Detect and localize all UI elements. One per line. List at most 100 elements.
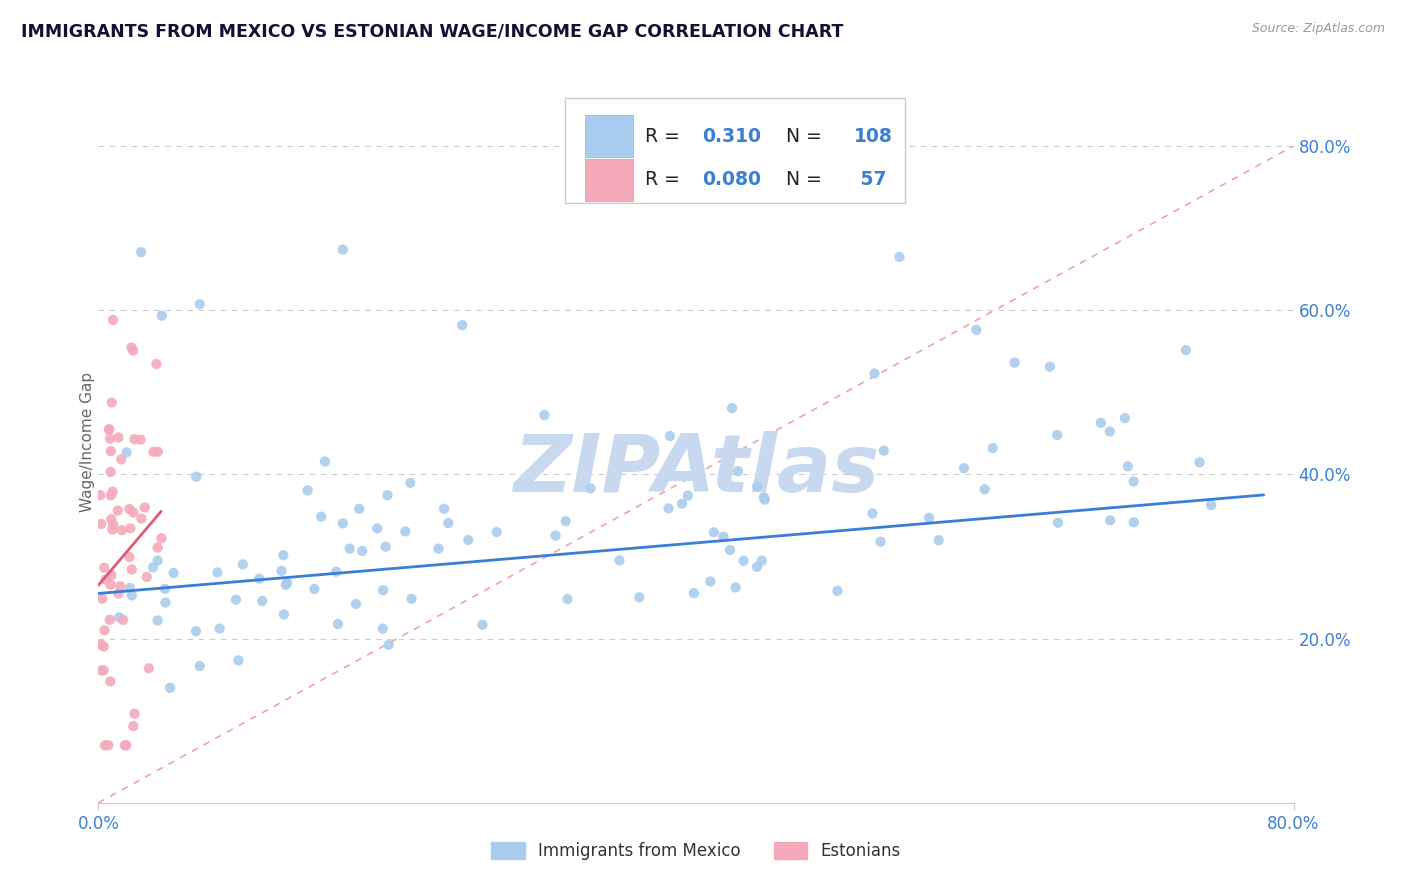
Point: [752, 490, 775, 504]
Point: [1090, 416, 1112, 430]
Point: [699, 574, 721, 589]
Point: [153, 582, 176, 596]
Point: [718, 543, 741, 558]
Point: [457, 533, 479, 547]
Point: [118, 502, 141, 516]
Point: [332, 243, 354, 257]
Point: [118, 581, 141, 595]
Point: [373, 583, 395, 598]
Text: Source: ZipAtlas.com: Source: ZipAtlas.com: [1251, 22, 1385, 36]
Text: 108: 108: [853, 127, 893, 145]
Point: [873, 443, 896, 458]
Point: [347, 501, 370, 516]
Point: [90, 516, 112, 531]
Point: [973, 483, 995, 497]
Point: [90, 638, 112, 652]
Point: [100, 488, 122, 502]
Point: [155, 595, 177, 609]
Point: [314, 454, 336, 468]
Point: [94, 573, 117, 587]
Point: [93, 640, 115, 654]
Point: [676, 489, 699, 503]
Point: [101, 523, 124, 537]
Point: [232, 558, 254, 572]
Point: [733, 554, 755, 568]
Point: [1122, 475, 1144, 489]
Point: [371, 622, 394, 636]
Point: [747, 479, 769, 493]
Point: [146, 614, 169, 628]
Point: [965, 323, 987, 337]
Point: [101, 484, 124, 499]
Point: [271, 548, 294, 562]
Point: [112, 613, 135, 627]
Point: [124, 706, 146, 721]
Point: [103, 517, 125, 532]
Point: [98, 422, 121, 436]
Point: [225, 592, 247, 607]
Point: [366, 521, 388, 535]
Point: [110, 452, 132, 467]
Point: [134, 500, 156, 515]
Point: [184, 624, 207, 639]
Point: [1122, 515, 1144, 529]
Point: [889, 250, 911, 264]
Point: [1188, 455, 1211, 469]
Point: [352, 544, 374, 558]
Point: [953, 461, 976, 475]
Point: [91, 591, 114, 606]
Point: [918, 511, 941, 525]
Point: [332, 516, 354, 531]
Point: [207, 566, 229, 580]
Point: [683, 586, 706, 600]
Point: [188, 659, 211, 673]
Point: [1098, 425, 1121, 439]
Point: [107, 503, 129, 517]
Point: [98, 674, 121, 689]
Point: [162, 566, 184, 580]
Point: [150, 309, 173, 323]
Point: [433, 501, 456, 516]
Point: [609, 553, 631, 567]
Point: [544, 528, 567, 542]
Point: [114, 739, 136, 753]
Point: [1046, 516, 1069, 530]
Text: N =: N =: [773, 170, 828, 189]
Point: [1174, 343, 1197, 358]
Point: [124, 432, 146, 446]
Point: [252, 594, 274, 608]
Point: [100, 568, 122, 582]
Point: [1099, 513, 1122, 527]
Point: [827, 583, 849, 598]
Point: [325, 565, 347, 579]
Point: [159, 681, 181, 695]
Point: [94, 739, 117, 753]
Point: [226, 653, 249, 667]
Point: [557, 592, 579, 607]
Text: 0.310: 0.310: [702, 127, 761, 145]
Legend: Immigrants from Mexico, Estonians: Immigrants from Mexico, Estonians: [485, 835, 907, 867]
Point: [111, 523, 134, 537]
Point: [377, 638, 399, 652]
Point: [129, 245, 152, 260]
Point: [579, 482, 602, 496]
Point: [276, 575, 298, 590]
Point: [108, 610, 131, 624]
Point: [273, 607, 295, 622]
Point: [110, 579, 132, 593]
Point: [297, 483, 319, 498]
Point: [401, 591, 423, 606]
Point: [120, 521, 142, 535]
Point: [101, 313, 124, 327]
Text: ZIPAtlas: ZIPAtlas: [513, 432, 879, 509]
Point: [628, 591, 651, 605]
Point: [100, 395, 122, 409]
Point: [97, 739, 120, 753]
Point: [93, 624, 115, 638]
Point: [394, 524, 416, 539]
Point: [89, 488, 111, 502]
Point: [1004, 356, 1026, 370]
Point: [724, 581, 747, 595]
Point: [1114, 411, 1136, 425]
Point: [186, 469, 208, 483]
